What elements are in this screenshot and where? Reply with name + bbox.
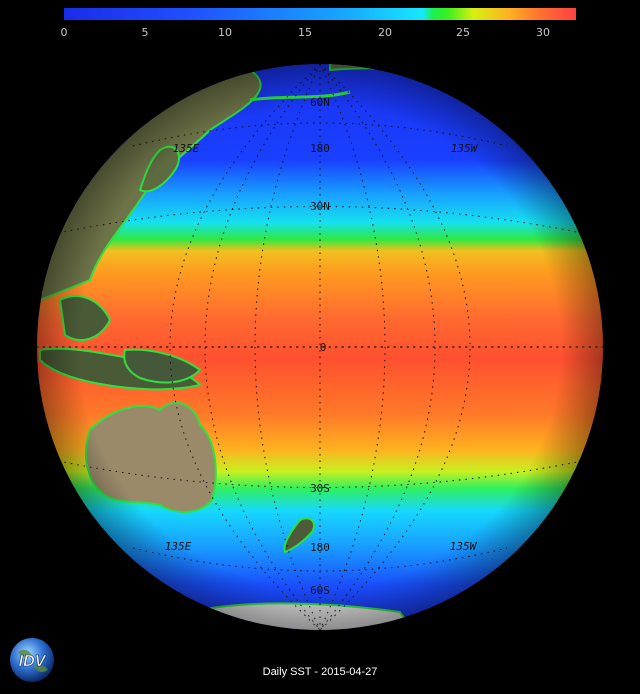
logo-text: IDV <box>19 653 47 670</box>
label-135w-north: 135W <box>451 142 479 155</box>
label-60n: 60N <box>310 96 330 109</box>
idv-logo: IDV <box>10 638 54 682</box>
color-scale-bar <box>64 8 576 20</box>
scale-tick: 10 <box>218 26 232 39</box>
label-135w-south: 135W <box>450 540 478 553</box>
label-135e-north: 135E <box>173 142 200 155</box>
globe-limb-shade <box>37 64 603 630</box>
scale-tick: 0 <box>60 26 68 39</box>
scale-tick: 25 <box>456 26 470 39</box>
label-180-south: 180 <box>310 541 330 554</box>
label-180-north: 180 <box>310 142 330 155</box>
label-30s: 30S <box>310 482 330 495</box>
label-60s: 60S <box>310 584 330 597</box>
scale-tick: 5 <box>141 26 149 39</box>
scale-tick: 15 <box>298 26 312 39</box>
map-caption: Daily SST - 2015-04-27 <box>262 666 378 678</box>
scale-tick: 20 <box>378 26 392 39</box>
scale-tick: 30 <box>536 26 550 39</box>
label-30n: 30N <box>310 200 330 213</box>
label-135e-south: 135E <box>165 540 192 553</box>
label-equator: 0 <box>320 341 327 354</box>
